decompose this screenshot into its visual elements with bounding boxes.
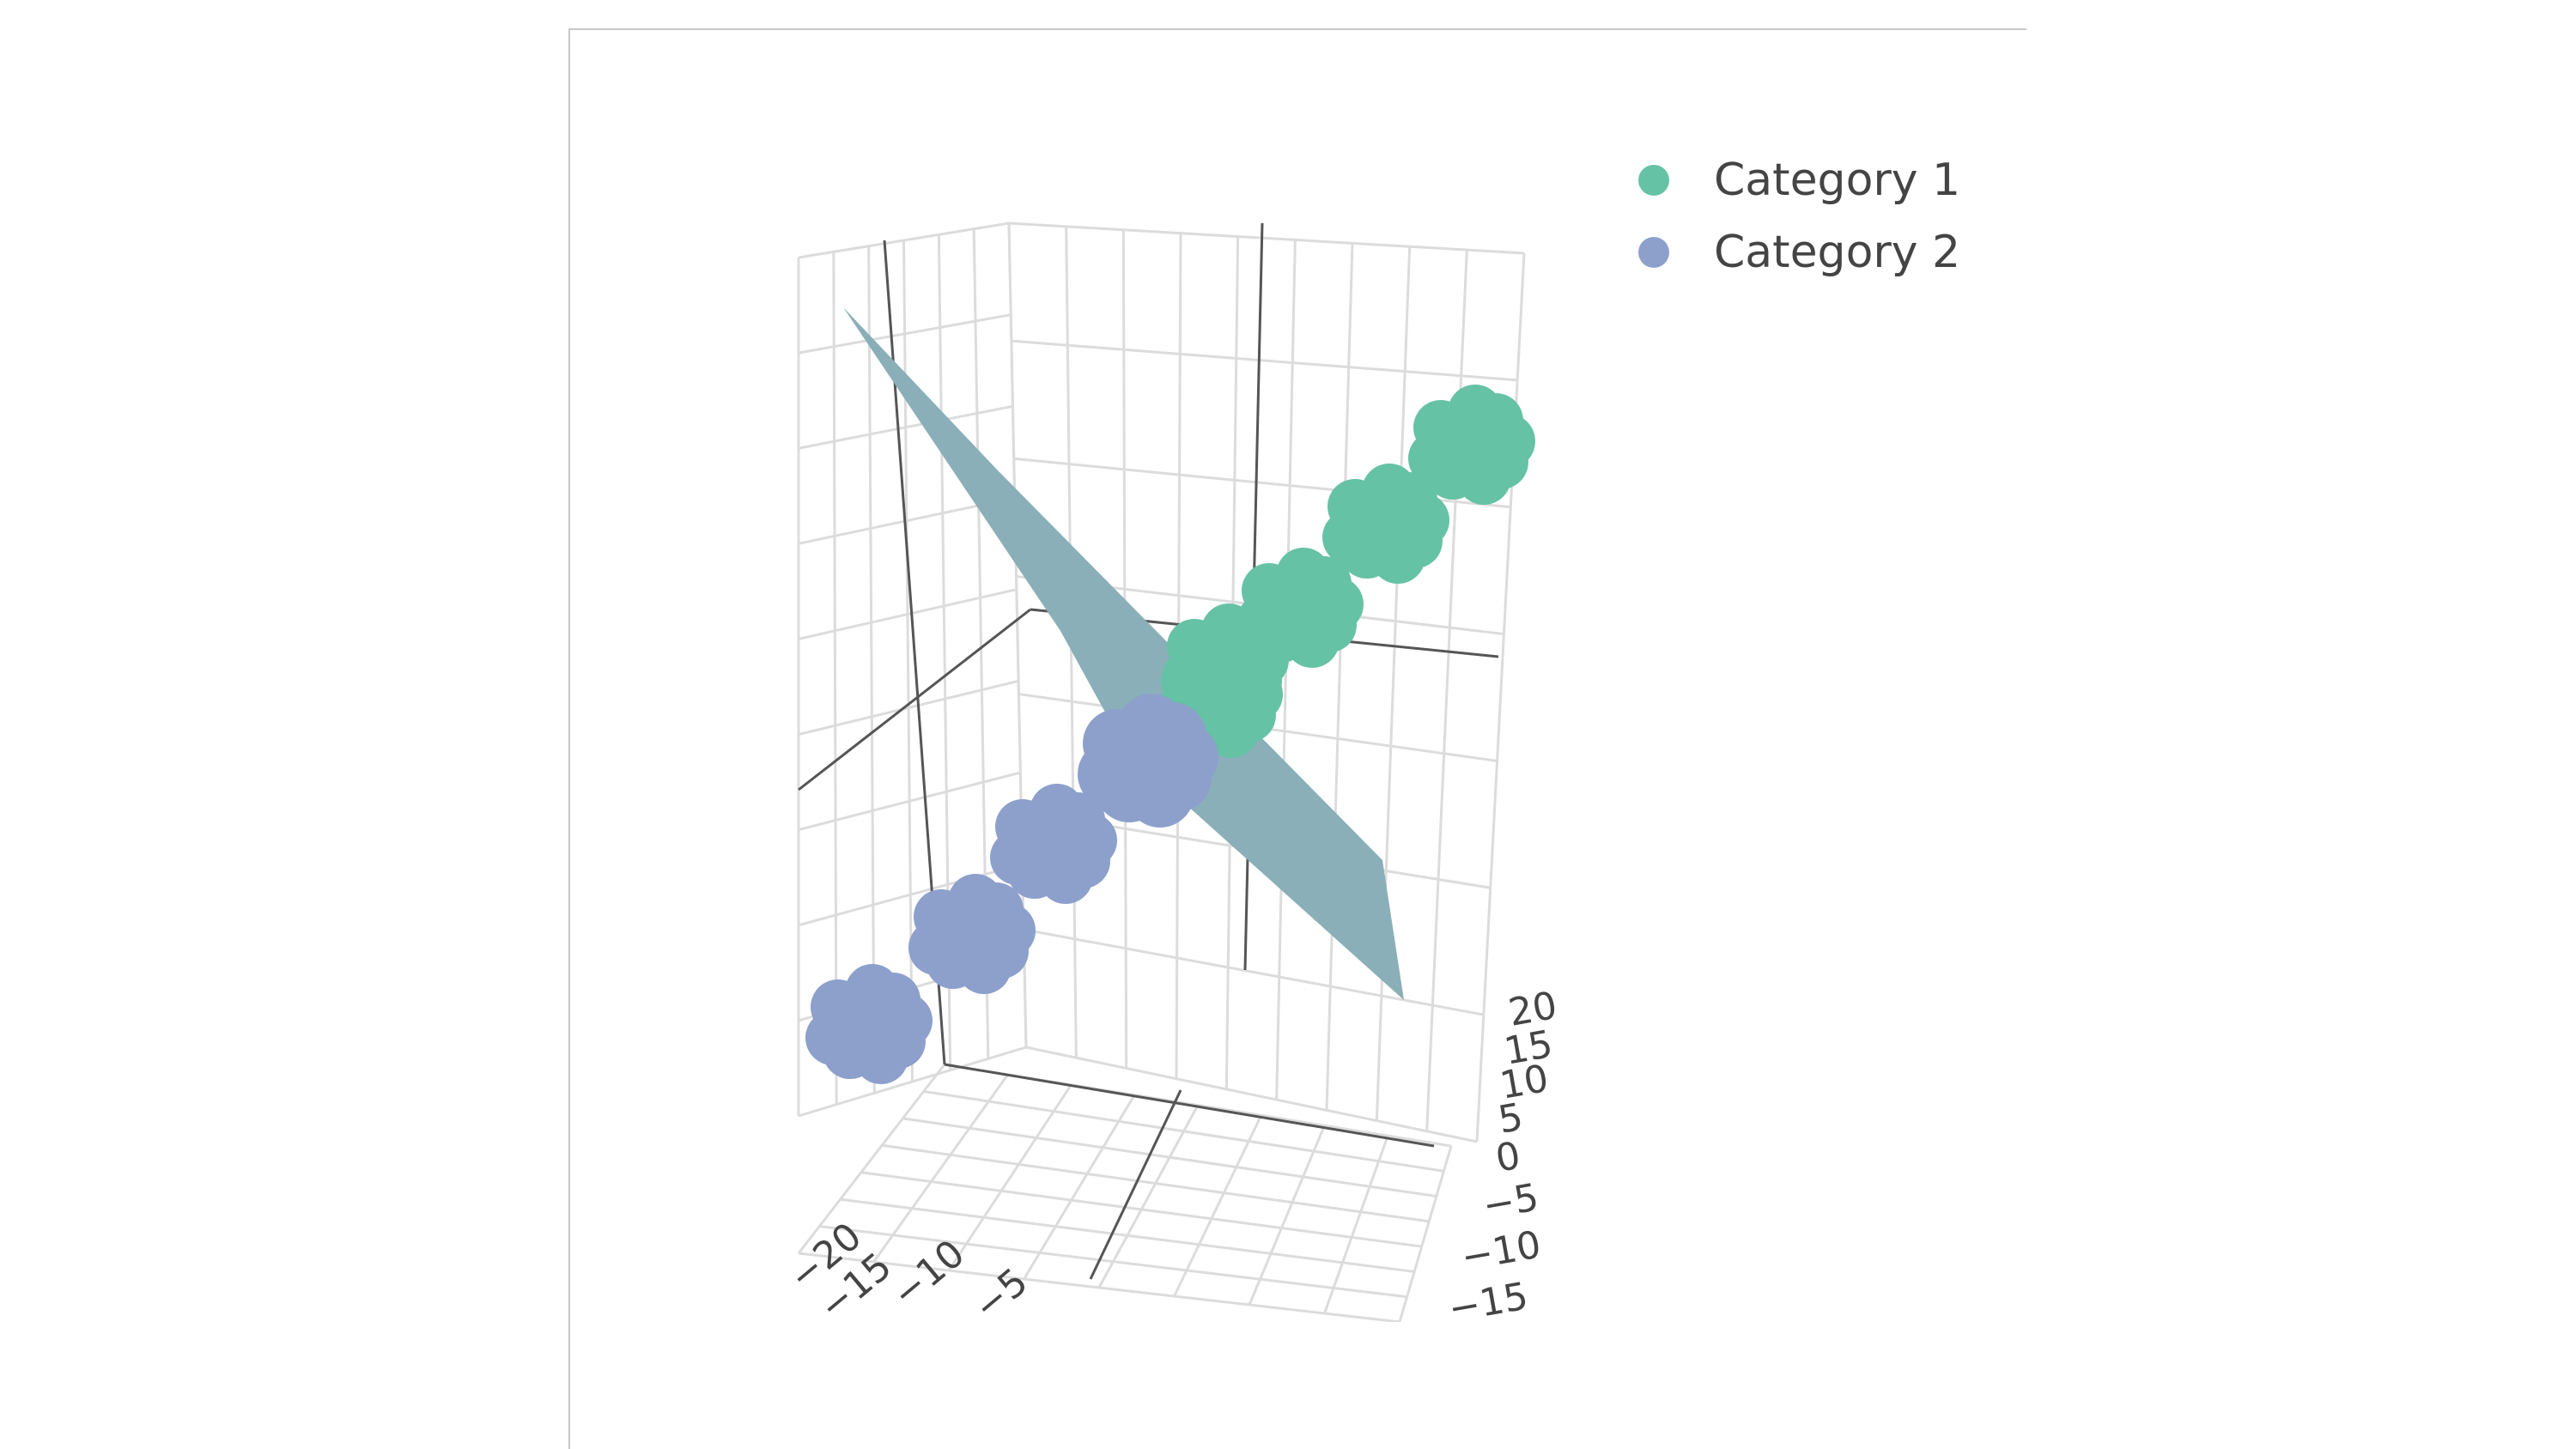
tick-label-right: 20 [1505, 984, 1560, 1035]
point-cluster [908, 874, 1036, 994]
grid-line [1023, 1094, 1136, 1280]
grid-line [1173, 1114, 1263, 1297]
data-point [1346, 482, 1401, 537]
data-point [878, 993, 933, 1048]
grid-line [840, 1197, 1415, 1273]
tick-label-right: −10 [1458, 1222, 1544, 1279]
separating-plane-surface [843, 307, 1404, 1000]
data-point [981, 903, 1036, 958]
grid-line [798, 771, 1021, 832]
tick-label-right: −5 [1479, 1175, 1542, 1228]
legend-item-category-1[interactable]: Category 1 [1623, 144, 1984, 216]
grid-line [798, 588, 1018, 640]
data-point [1014, 803, 1069, 858]
grid-line [798, 863, 1023, 927]
data-point [1062, 813, 1117, 868]
axis-line [944, 1063, 1435, 1148]
grid-line [1325, 243, 1354, 1111]
series-category-1 [1156, 385, 1535, 758]
grid-line [798, 1046, 1027, 1118]
grid-line [797, 1064, 946, 1254]
grid-line [1323, 1135, 1389, 1314]
grid-line [1023, 928, 1485, 1016]
grid-line [819, 1225, 1407, 1299]
grid-line [1011, 339, 1518, 382]
data-point [933, 893, 987, 948]
axis-line [1089, 1089, 1182, 1280]
legend-label-category-2: Category 2 [1714, 227, 1961, 278]
plot-frame-top-border [570, 28, 2026, 30]
data-point [1432, 403, 1487, 458]
plot-frame-left-border [568, 28, 570, 1449]
point-cluster [990, 784, 1117, 904]
grid-line [923, 1089, 1444, 1173]
grid-line [867, 246, 876, 1094]
grid-line [1248, 1125, 1326, 1306]
point-cluster [1236, 548, 1364, 668]
data-point [1394, 493, 1449, 548]
legend: Category 1 Category 2 [1623, 144, 1984, 288]
point-cluster [1078, 694, 1218, 828]
point-cluster [1322, 464, 1449, 584]
data-point [1102, 712, 1170, 781]
tick-label-right: 0 [1492, 1134, 1523, 1181]
grid-line [872, 1074, 1009, 1263]
grid-line [798, 221, 1010, 259]
tick-label-right: 10 [1497, 1057, 1552, 1108]
tick-label-right: 15 [1501, 1022, 1556, 1074]
grid-line [902, 1117, 1437, 1198]
grid-line [1025, 1046, 1478, 1143]
legend-label-category-1: Category 1 [1714, 155, 1961, 206]
grid-line [1425, 250, 1468, 1131]
grid-line [798, 1252, 1400, 1322]
point-cluster [1408, 385, 1535, 505]
grid-line [1008, 221, 1525, 255]
data-marks [805, 307, 1535, 1084]
data-point [1261, 567, 1315, 621]
grid-line [1398, 1145, 1453, 1322]
grid-line [947, 1083, 1072, 1271]
grid-line [881, 1143, 1430, 1223]
grid-line [1475, 252, 1526, 1143]
grid-line [860, 1171, 1422, 1248]
point-cluster [805, 964, 933, 1084]
legend-item-category-2[interactable]: Category 2 [1623, 216, 1984, 288]
series-category-2 [805, 694, 1218, 1084]
data-point [829, 983, 884, 1038]
data-point [1309, 577, 1364, 632]
grid-line [798, 313, 1012, 355]
tick-label-right: −15 [1445, 1274, 1531, 1331]
grid-line [798, 404, 1013, 450]
axis-line [798, 608, 1031, 791]
legend-swatch-category-2 [1638, 237, 1669, 268]
data-point [1480, 414, 1535, 469]
tick-label-left: −5 [965, 1260, 1036, 1330]
legend-swatch-category-1 [1638, 165, 1669, 196]
grid-line [798, 679, 1019, 737]
data-point [1186, 622, 1241, 677]
grid-line [1097, 1104, 1200, 1288]
grid-line [832, 252, 838, 1105]
